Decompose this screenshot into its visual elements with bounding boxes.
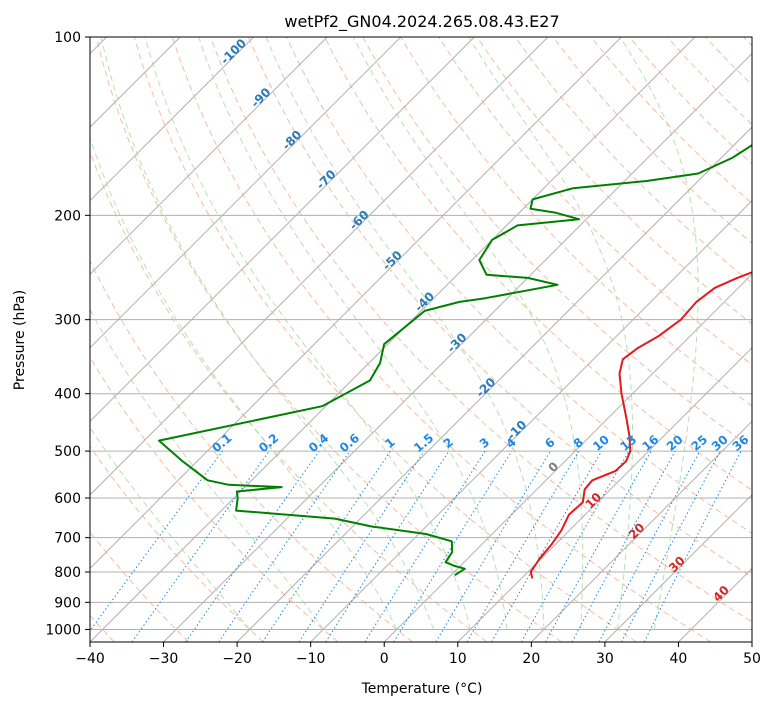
y-tick-label: 900 (54, 595, 81, 611)
x-axis-label: Temperature (°C) (361, 681, 483, 697)
y-tick-label: 700 (54, 531, 81, 547)
y-tick-label: 1000 (45, 622, 81, 638)
x-tick-label: −30 (149, 651, 179, 667)
x-tick-label: 30 (596, 651, 614, 667)
x-tick-label: 10 (449, 651, 467, 667)
y-tick-label: 800 (54, 565, 81, 581)
y-tick-label: 100 (54, 30, 81, 46)
x-tick-label: −10 (296, 651, 326, 667)
y-axis-label: Pressure (hPa) (12, 290, 28, 390)
x-tick-label: 50 (743, 651, 761, 667)
chart-title: wetPf2_GN04.2024.265.08.43.E27 (284, 12, 559, 32)
x-tick-label: −20 (222, 651, 252, 667)
y-tick-label: 200 (54, 208, 81, 224)
x-tick-label: −40 (75, 651, 105, 667)
y-tick-label: 300 (54, 313, 81, 329)
x-tick-label: 40 (670, 651, 688, 667)
x-tick-label: 0 (380, 651, 389, 667)
y-tick-label: 600 (54, 491, 81, 507)
y-tick-label: 500 (54, 444, 81, 460)
x-tick-label: 20 (522, 651, 540, 667)
y-tick-label: 400 (54, 387, 81, 403)
